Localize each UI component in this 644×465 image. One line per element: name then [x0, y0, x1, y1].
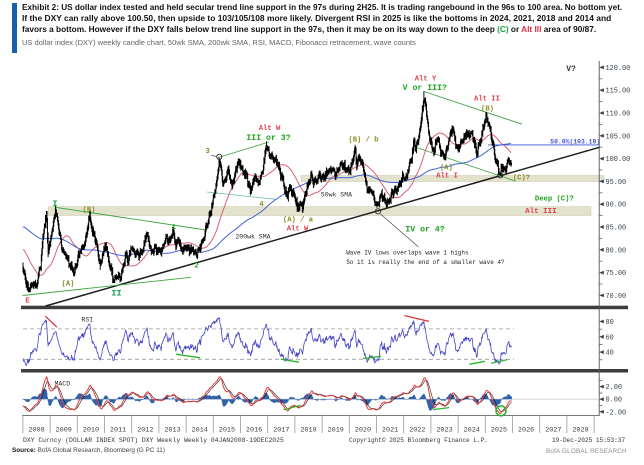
svg-text:105.00: 105.00 [606, 133, 631, 141]
svg-text:2009: 2009 [56, 427, 72, 435]
svg-text:115.00: 115.00 [606, 88, 631, 96]
svg-text:Alt II: Alt II [474, 95, 500, 103]
svg-text:2014: 2014 [192, 427, 208, 435]
svg-text:So it is really the end of a s: So it is really the end of a smaller wav… [346, 259, 505, 266]
svg-text:Alt W: Alt W [287, 226, 309, 234]
svg-text:60: 60 [606, 334, 614, 342]
svg-text:100.00: 100.00 [606, 156, 631, 164]
svg-text:II: II [111, 289, 121, 299]
svg-text:Alt III: Alt III [525, 208, 557, 216]
svg-text:2020: 2020 [355, 427, 371, 435]
svg-text:50.0%(103.19): 50.0%(103.19) [550, 139, 600, 146]
svg-text:50wk SMA: 50wk SMA [321, 192, 352, 199]
svg-text:3: 3 [205, 148, 209, 156]
svg-text:E: E [25, 297, 30, 305]
svg-text:40: 40 [606, 350, 614, 358]
svg-text:90.00: 90.00 [606, 202, 627, 210]
svg-text:I: I [52, 199, 57, 209]
svg-text:2025: 2025 [491, 427, 507, 435]
svg-text:2018: 2018 [300, 427, 316, 435]
svg-text:MACD: MACD [55, 380, 71, 387]
svg-text:-2.00: -2.00 [606, 409, 627, 417]
svg-text:2024: 2024 [464, 427, 480, 435]
svg-text:IV or 4?: IV or 4? [405, 225, 444, 234]
svg-text:2027: 2027 [545, 427, 561, 435]
svg-text:Wave IV lows overlaps wave 1 h: Wave IV lows overlaps wave 1 highs [346, 249, 469, 256]
svg-text:(A): (A) [62, 280, 75, 288]
svg-text:V or III?: V or III? [403, 84, 447, 93]
svg-text:1: 1 [172, 224, 177, 232]
svg-text:2.00: 2.00 [606, 384, 623, 392]
svg-text:(B) / b: (B) / b [348, 137, 378, 145]
svg-text:2023: 2023 [436, 427, 452, 435]
svg-text:(B): (B) [83, 206, 96, 214]
svg-text:2022: 2022 [409, 427, 425, 435]
svg-text:Alt I: Alt I [436, 173, 458, 181]
svg-text:85.00: 85.00 [606, 225, 627, 233]
svg-text:(A) / a: (A) / a [283, 216, 314, 224]
svg-text:2013: 2013 [164, 427, 180, 435]
svg-text:2015: 2015 [219, 427, 235, 435]
svg-text:Alt Y: Alt Y [415, 75, 437, 83]
svg-text:RSI: RSI [82, 316, 94, 323]
svg-text:2019: 2019 [328, 427, 344, 435]
svg-text:120.00: 120.00 [606, 65, 631, 73]
svg-text:2008: 2008 [28, 427, 44, 435]
svg-text:Alt W: Alt W [259, 125, 281, 133]
svg-text:75.00: 75.00 [606, 270, 627, 278]
svg-text:Deep (C)?: Deep (C)? [535, 196, 574, 204]
svg-text:110.00: 110.00 [606, 111, 631, 119]
svg-text:2017: 2017 [273, 427, 289, 435]
svg-text:2021: 2021 [382, 427, 398, 435]
svg-text:0.00: 0.00 [606, 397, 623, 405]
svg-text:2028: 2028 [572, 427, 588, 435]
svg-text:III or 3?: III or 3? [246, 134, 290, 143]
svg-text:4: 4 [259, 201, 264, 209]
svg-text:95.00: 95.00 [606, 179, 627, 187]
svg-text:(B): (B) [481, 105, 494, 113]
svg-text:80.00: 80.00 [606, 247, 627, 255]
svg-text:2026: 2026 [518, 427, 534, 435]
svg-text:200wk SMA: 200wk SMA [235, 234, 270, 241]
svg-text:2012: 2012 [137, 427, 153, 435]
svg-text:2016: 2016 [246, 427, 262, 435]
svg-text:2: 2 [194, 263, 198, 271]
svg-text:V?: V? [566, 65, 576, 74]
svg-text:80: 80 [606, 319, 614, 327]
svg-text:70.00: 70.00 [606, 293, 627, 301]
svg-text:2011: 2011 [110, 427, 126, 435]
svg-text:(C)?: (C)? [513, 174, 530, 182]
svg-text:2010: 2010 [83, 427, 99, 435]
svg-text:(A): (A) [440, 164, 453, 172]
